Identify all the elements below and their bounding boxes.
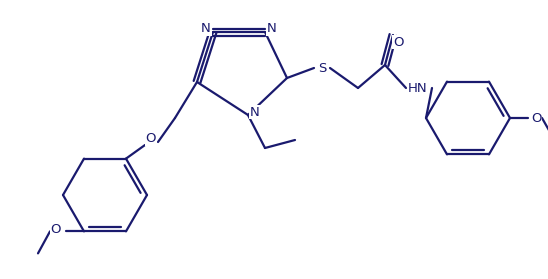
Text: N: N — [201, 23, 211, 35]
Text: S: S — [318, 61, 326, 74]
Text: N: N — [267, 23, 277, 35]
Text: O: O — [146, 133, 156, 146]
Text: O: O — [393, 35, 403, 49]
Text: O: O — [51, 223, 61, 236]
Text: HN: HN — [408, 81, 428, 95]
Text: O: O — [531, 112, 541, 124]
Text: N: N — [250, 105, 260, 119]
